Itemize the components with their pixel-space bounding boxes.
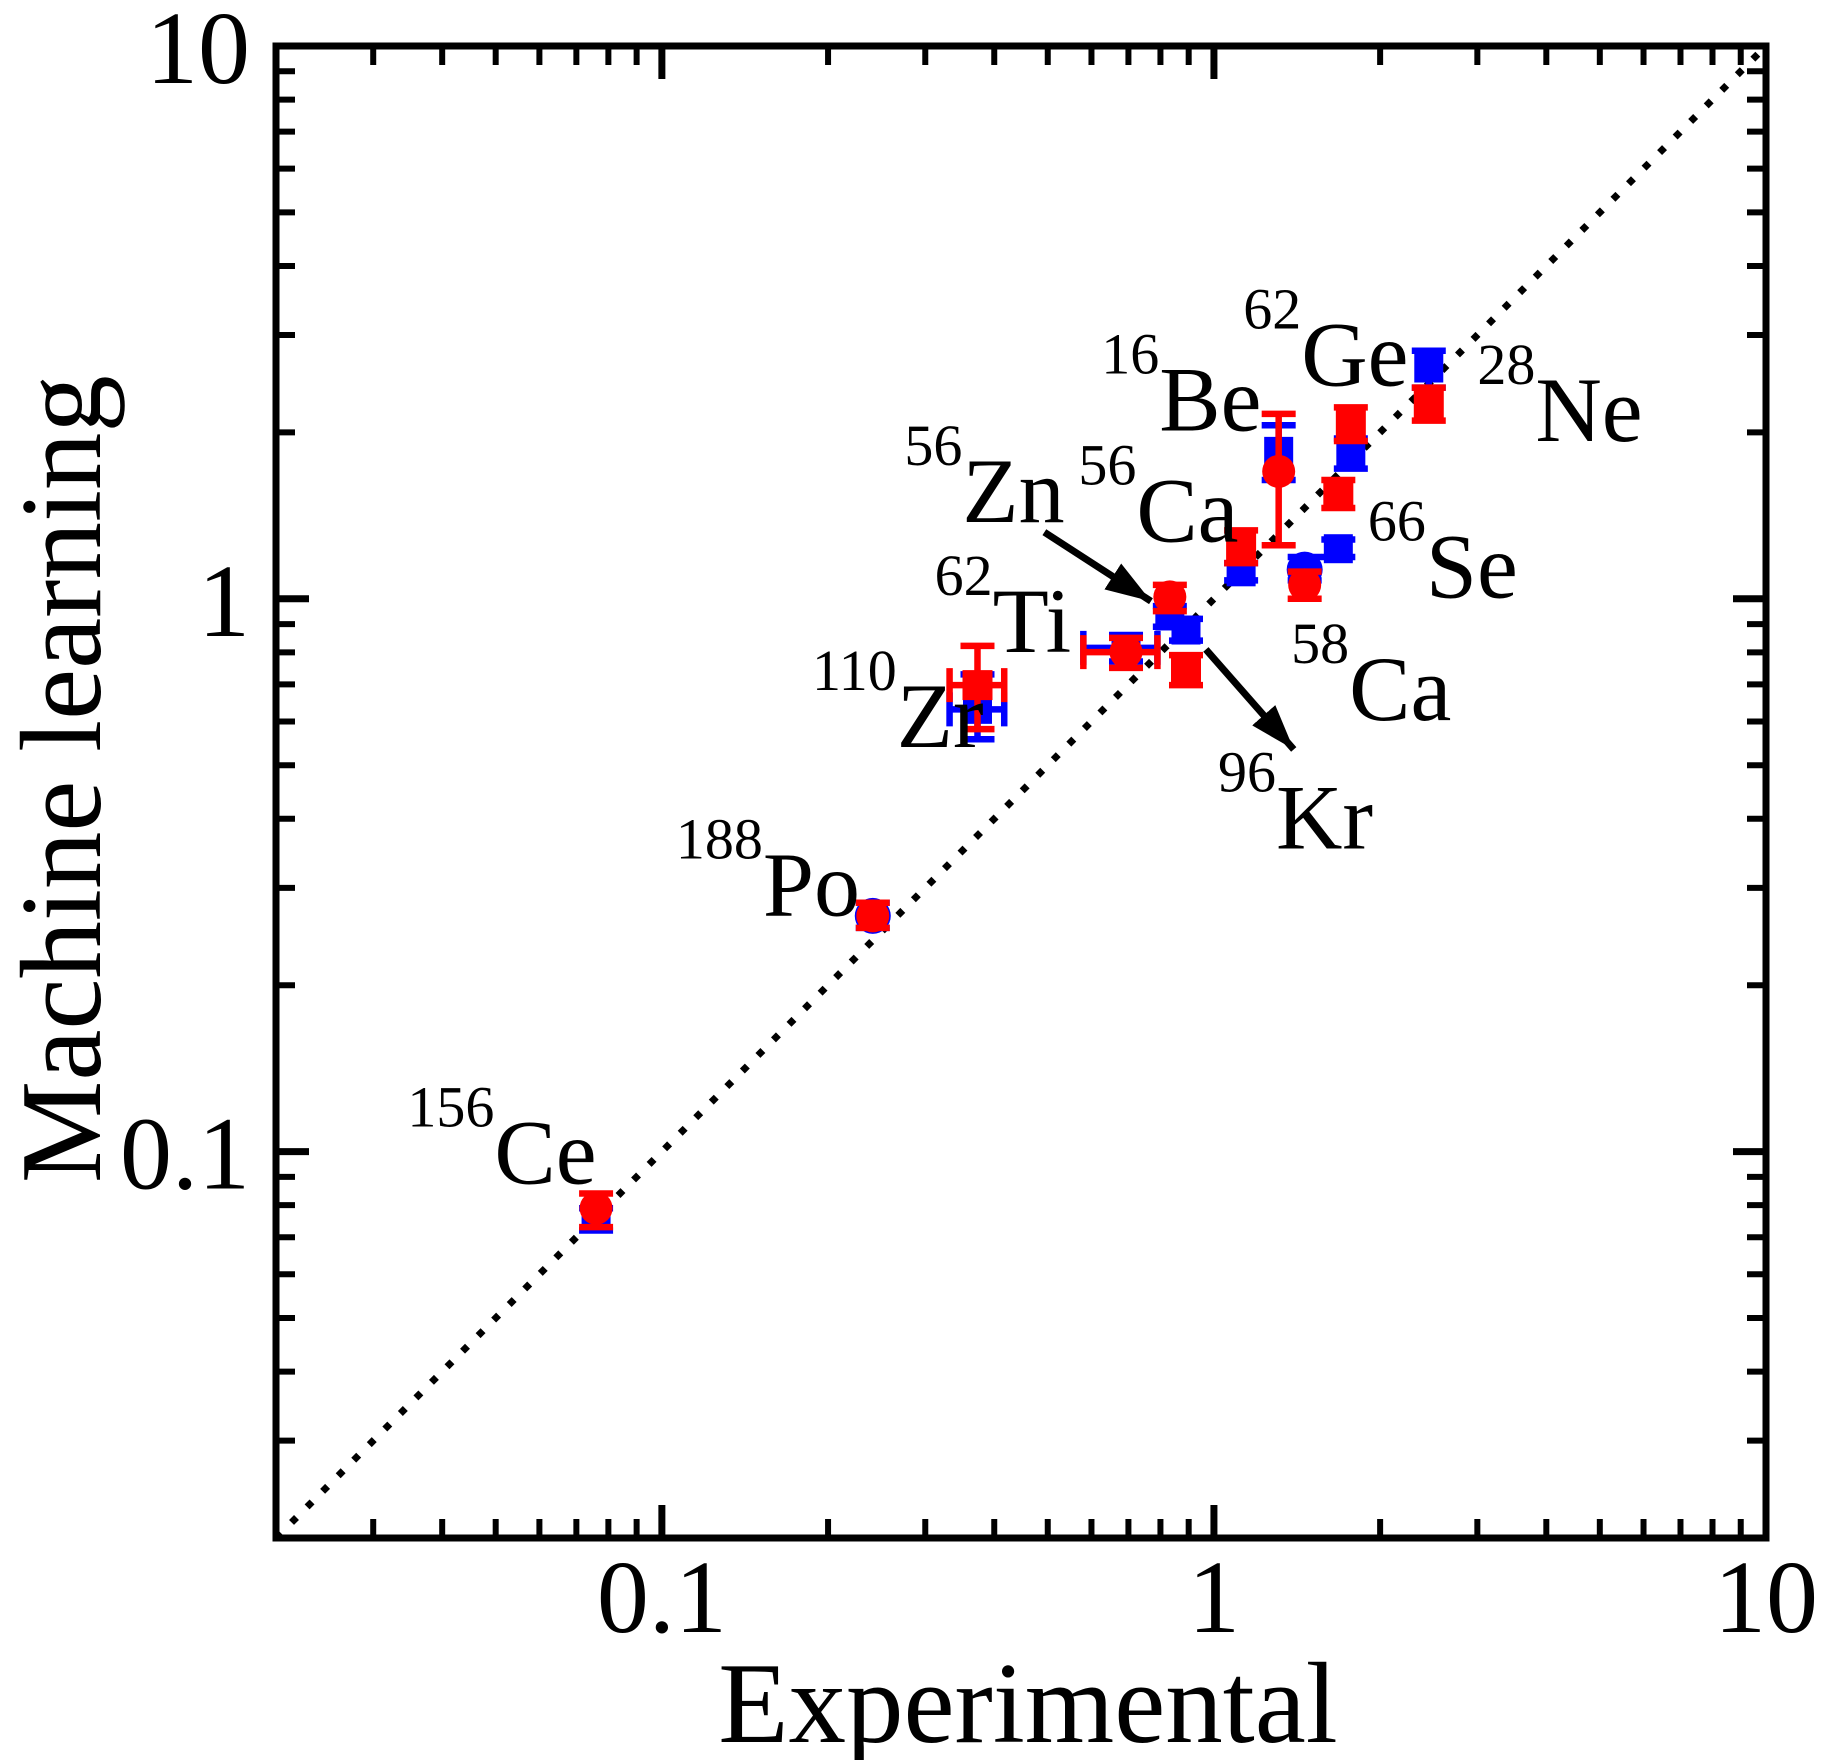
y-tick-label-1: 1 [198,544,250,659]
marker-circle [1153,580,1187,614]
isotope-label-110Zr: 110Zr [812,638,984,767]
marker-square [1323,534,1353,564]
isotope-label-28Ne: 28Ne [1477,332,1642,461]
arrow-Zn [1042,529,1153,605]
point-62Ge-red [1333,404,1368,445]
point-58Ca-red [1287,568,1322,603]
point-66Se-blue [1321,534,1356,564]
marker-square [1414,353,1444,383]
x-tick-label-0.1: 0.1 [597,1540,727,1655]
marker-square [1323,479,1354,510]
marker-circle [579,1191,613,1225]
arrow-Kr [1203,647,1297,752]
marker-circle [1109,635,1143,669]
marker-square [1171,615,1201,645]
point-28Ne-red [1411,384,1446,424]
x-axis-title: Experimental [718,1640,1337,1760]
point-96Kr-red [1168,651,1203,689]
y-axis-title: Machine learning [0,375,125,1183]
point-188Po-red [855,899,890,933]
isotope-label-96Kr: 96Kr [1218,739,1373,868]
marker-square [1335,409,1366,440]
data-layer [579,347,1446,1234]
isotope-label-62Ge: 62Ge [1243,277,1408,406]
marker-square [1413,389,1444,420]
isotope-label-58Ca: 58Ca [1291,611,1451,740]
point-110Zr-red [946,642,1008,733]
marker-square [1170,655,1201,686]
marker-circle [1262,454,1296,488]
identity-line [273,43,1769,1541]
isotope-label-188Po: 188Po [676,806,860,935]
marker-square [1226,532,1257,563]
marker-square [962,670,993,701]
annotation-arrows [1042,529,1297,752]
point-66Se-red [1321,476,1356,512]
isotope-label-62Ti: 62Ti [935,543,1072,672]
isotope-label-16Be: 16Be [1101,321,1261,450]
axis-tick-labels: 0.1 0.1 1 1 10 10 [120,0,1818,1655]
isotope-label-56Ca: 56Ca [1078,433,1238,562]
point-56Ca-red [1224,527,1259,567]
point-96Kr-blue [1168,615,1203,645]
point-56Zn-red [1152,580,1187,615]
marker-circle [856,899,890,933]
marker-circle [1288,568,1322,602]
point-156Ce-red [579,1190,614,1231]
point-62Ti-red [1080,634,1161,672]
point-28Ne-blue [1411,347,1446,391]
isotope-label-156Ce: 156Ce [407,1074,596,1203]
x-tick-label-1: 1 [1188,1540,1240,1655]
y-tick-label-10: 10 [146,0,250,106]
isotope-labels: 156Ce188Po110Zr62Ti56Zn96Kr56Ca58Ca16Be6… [407,277,1642,1204]
isotope-label-66Se: 66Se [1368,489,1518,618]
plot-frame [272,42,1770,1542]
x-tick-label-10: 10 [1714,1540,1818,1655]
isotope-label-56Zn: 56Zn [904,413,1064,542]
point-16Be-red [1261,410,1296,549]
y-tick-label-0.1: 0.1 [120,1097,250,1212]
